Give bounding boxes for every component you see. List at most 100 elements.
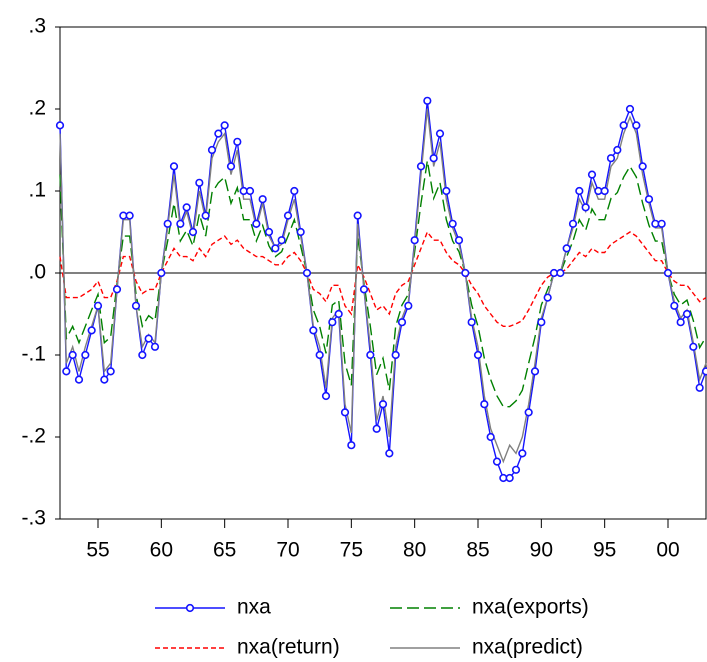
y-tick-label: .2	[28, 97, 46, 120]
y-tick-label: -.1	[21, 343, 46, 366]
point-marker	[74, 375, 84, 384]
x-tick-label: 80	[403, 539, 426, 562]
point-marker	[461, 268, 470, 278]
point-marker	[568, 219, 578, 228]
x-tick-label: 75	[340, 539, 363, 562]
point-marker	[537, 318, 546, 327]
legend-label: nxa	[237, 596, 271, 619]
series-line	[59, 160, 707, 408]
point-marker	[524, 408, 533, 417]
point-marker	[632, 121, 641, 130]
point-marker	[163, 219, 172, 228]
point-marker	[347, 441, 356, 450]
point-marker	[131, 301, 141, 310]
point-marker	[416, 162, 426, 171]
point-marker	[245, 186, 255, 196]
point-marker	[195, 178, 204, 187]
point-marker	[600, 186, 609, 196]
point-marker	[277, 236, 286, 245]
point-marker	[157, 268, 166, 278]
x-tick-label: 90	[530, 539, 553, 562]
point-marker	[492, 457, 502, 466]
point-marker	[682, 309, 692, 319]
point-marker	[518, 449, 527, 458]
point-marker	[100, 375, 109, 384]
x-tick-label: 65	[213, 539, 236, 562]
point-marker	[62, 367, 71, 376]
point-marker	[676, 318, 685, 327]
point-marker	[689, 342, 698, 351]
point-marker	[334, 309, 343, 319]
point-marker	[657, 219, 666, 228]
point-marker	[619, 121, 628, 130]
point-marker	[442, 186, 451, 196]
point-marker	[511, 465, 521, 474]
point-marker	[182, 203, 191, 212]
x-tick-label: 55	[86, 539, 109, 562]
point-marker	[448, 219, 457, 228]
point-marker	[106, 367, 115, 376]
x-tick-label: 70	[276, 539, 299, 562]
point-marker	[663, 268, 673, 278]
point-marker	[264, 227, 274, 237]
point-marker	[366, 350, 375, 360]
point-marker	[378, 400, 388, 409]
point-marker	[670, 301, 679, 310]
y-tick-label: -.3	[21, 507, 46, 530]
point-marker	[543, 293, 552, 302]
point-marker	[68, 350, 77, 360]
point-marker	[385, 449, 394, 458]
point-marker	[473, 350, 483, 360]
point-marker	[271, 244, 280, 253]
y-tick-label: .0	[28, 261, 46, 284]
point-marker	[201, 211, 210, 220]
legend-marker	[185, 603, 195, 613]
point-marker	[391, 350, 400, 360]
point-marker	[214, 129, 223, 138]
y-tick-label: .1	[28, 179, 46, 202]
point-marker	[309, 326, 318, 335]
point-marker	[410, 236, 419, 245]
y-tick-label: .3	[28, 15, 46, 38]
point-marker	[296, 227, 305, 237]
point-marker	[587, 170, 597, 179]
point-marker	[606, 154, 616, 163]
x-tick-label: 00	[656, 539, 679, 562]
point-marker	[112, 285, 122, 294]
point-marker	[423, 96, 432, 105]
point-marker	[252, 219, 261, 228]
point-marker	[340, 408, 350, 417]
point-marker	[188, 227, 198, 237]
point-marker	[556, 268, 565, 278]
point-marker	[169, 162, 179, 171]
point-marker	[55, 121, 65, 130]
legend-label: nxa(predict)	[472, 636, 583, 659]
point-marker	[290, 186, 299, 196]
legend-label: nxa(exports)	[472, 596, 589, 619]
point-marker	[695, 383, 704, 392]
point-marker	[302, 268, 312, 278]
point-marker	[530, 367, 540, 376]
point-marker	[283, 211, 293, 220]
point-marker	[315, 350, 324, 360]
point-marker	[138, 350, 147, 360]
point-marker	[613, 145, 622, 155]
point-marker	[581, 203, 590, 212]
point-marker	[258, 195, 267, 204]
point-marker	[150, 342, 160, 351]
point-marker	[480, 400, 489, 409]
point-marker	[328, 318, 337, 327]
point-marker	[435, 129, 445, 138]
x-tick-label: 85	[466, 539, 489, 562]
point-marker	[429, 154, 438, 163]
point-marker	[144, 334, 153, 343]
y-tick-label: -.2	[21, 425, 46, 448]
series-line	[59, 230, 707, 327]
point-marker	[404, 301, 413, 310]
point-marker	[87, 326, 96, 335]
point-marker	[701, 367, 707, 376]
point-marker	[467, 318, 476, 327]
point-marker	[575, 186, 584, 196]
point-marker	[625, 104, 635, 114]
